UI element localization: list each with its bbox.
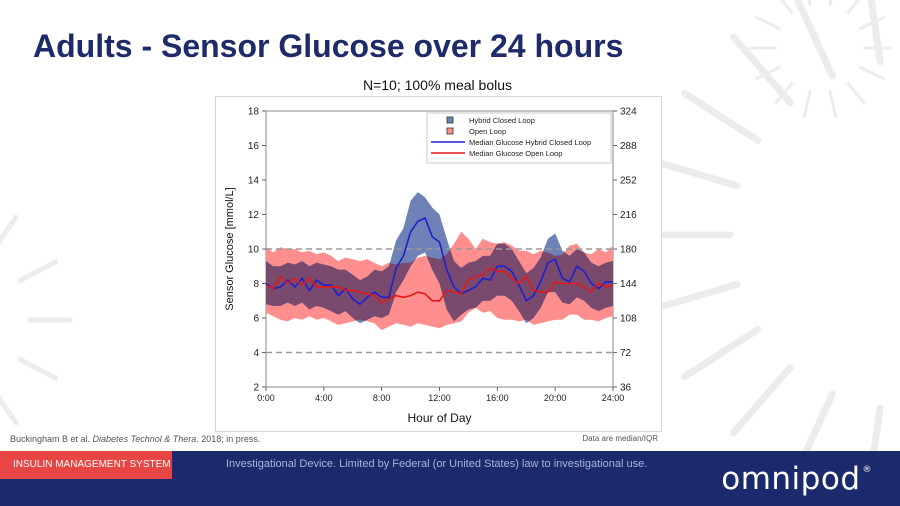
y2-tick-label: 180 xyxy=(620,245,637,256)
citation-journal: Diabetes Technol & Thera xyxy=(92,434,197,444)
y2-tick-label: 216 xyxy=(620,210,637,221)
x-axis-label: Hour of Day xyxy=(407,411,471,425)
background-ray xyxy=(17,357,59,381)
background-ray xyxy=(774,81,794,105)
x-tick-label: 16:00 xyxy=(486,393,509,403)
omnipod-logo: omnipod ® xyxy=(721,461,872,497)
y2-tick-label: 36 xyxy=(620,383,632,394)
y2-tick-label: 72 xyxy=(620,348,632,359)
y2-tick-label: 144 xyxy=(620,279,637,290)
background-ray xyxy=(859,66,885,80)
open-loop-median-line xyxy=(265,267,614,304)
footer-tag: INSULIN MANAGEMENT SYSTEM xyxy=(0,451,172,479)
y2-tick-label: 108 xyxy=(620,314,637,325)
y-tick-label: 2 xyxy=(253,383,259,394)
x-tick-label: 0:00 xyxy=(257,393,275,403)
hybrid-closed-loop-median-line xyxy=(265,216,613,306)
background-ray xyxy=(729,363,794,437)
background-ray xyxy=(17,259,59,283)
legend-swatch xyxy=(446,127,454,135)
registered-mark: ® xyxy=(862,465,872,475)
background-ray xyxy=(802,90,812,118)
data-note: Data are median/IQR xyxy=(582,434,658,443)
citation-authors: Buckingham B et al. xyxy=(10,434,93,444)
background-ray xyxy=(828,0,833,6)
y-tick-label: 18 xyxy=(248,107,260,118)
chart-subtitle: N=10; 100% meal bolus xyxy=(362,77,513,93)
background-ray xyxy=(650,157,741,190)
y-tick-label: 4 xyxy=(253,348,259,359)
x-tick-label: 20:00 xyxy=(544,393,567,403)
legend-label: Median Glucose Hybrid Closed Loop xyxy=(469,138,591,147)
background-ray xyxy=(0,214,19,245)
footer-disclaimer: Investigational Device. Limited by Feder… xyxy=(226,458,648,470)
background-ray xyxy=(681,89,762,144)
background-ray xyxy=(846,81,866,105)
background-ray xyxy=(828,90,838,118)
citation-detail: . 2018; in press. xyxy=(196,434,261,444)
background-ray xyxy=(0,395,19,426)
legend-label: Open Loop xyxy=(469,127,506,136)
background-ray xyxy=(867,0,884,66)
y2-tick-label: 324 xyxy=(620,107,637,118)
footer-bar: INSULIN MANAGEMENT SYSTEM Investigationa… xyxy=(0,451,900,506)
y-tick-label: 10 xyxy=(248,245,260,256)
chart-panel: 2 4 6 8 10 12 14 16 18 36 72 108 144 180 216 252 288 324 0… xyxy=(215,96,662,432)
glucose-chart: 2 4 6 8 10 12 14 16 18 36 72 108 144 180 216 252 288 324 0… xyxy=(224,107,637,426)
x-tick-label: 24:00 xyxy=(602,393,625,403)
legend-box xyxy=(426,112,612,164)
background-ray xyxy=(755,66,781,80)
y-tick-label: 8 xyxy=(253,279,259,290)
x-tick-label: 8:00 xyxy=(373,393,391,403)
background-ray xyxy=(807,0,812,6)
x-tick-label: 12:00 xyxy=(428,393,451,403)
background-ray xyxy=(793,0,836,80)
y-tick-label: 6 xyxy=(253,314,259,325)
legend-swatch xyxy=(446,116,454,124)
legend-label: Median Glucose Open Loop xyxy=(469,149,562,158)
slide-title: Adults - Sensor Glucose over 24 hours xyxy=(33,28,624,64)
y2-tick-label: 252 xyxy=(620,176,637,187)
brand-name: omnipod xyxy=(721,461,861,497)
legend-label: Hybrid Closed Loop xyxy=(469,116,535,125)
y-tick-label: 14 xyxy=(248,176,260,187)
background-ray xyxy=(681,326,762,381)
background-ray xyxy=(650,280,741,313)
y-tick-label: 16 xyxy=(248,141,260,152)
background-ray xyxy=(755,16,781,30)
background-ray xyxy=(846,0,861,15)
background-ray xyxy=(779,0,794,15)
citation: Buckingham B et al. Diabetes Technol & T… xyxy=(10,434,260,444)
x-tick-label: 4:00 xyxy=(315,393,333,403)
y2-tick-label: 288 xyxy=(620,141,637,152)
y-tick-label: 12 xyxy=(248,210,260,221)
background-ray xyxy=(859,16,885,30)
y-axis-label: Sensor Glucose [mmol/L] xyxy=(224,187,236,311)
background-ray xyxy=(729,33,794,107)
